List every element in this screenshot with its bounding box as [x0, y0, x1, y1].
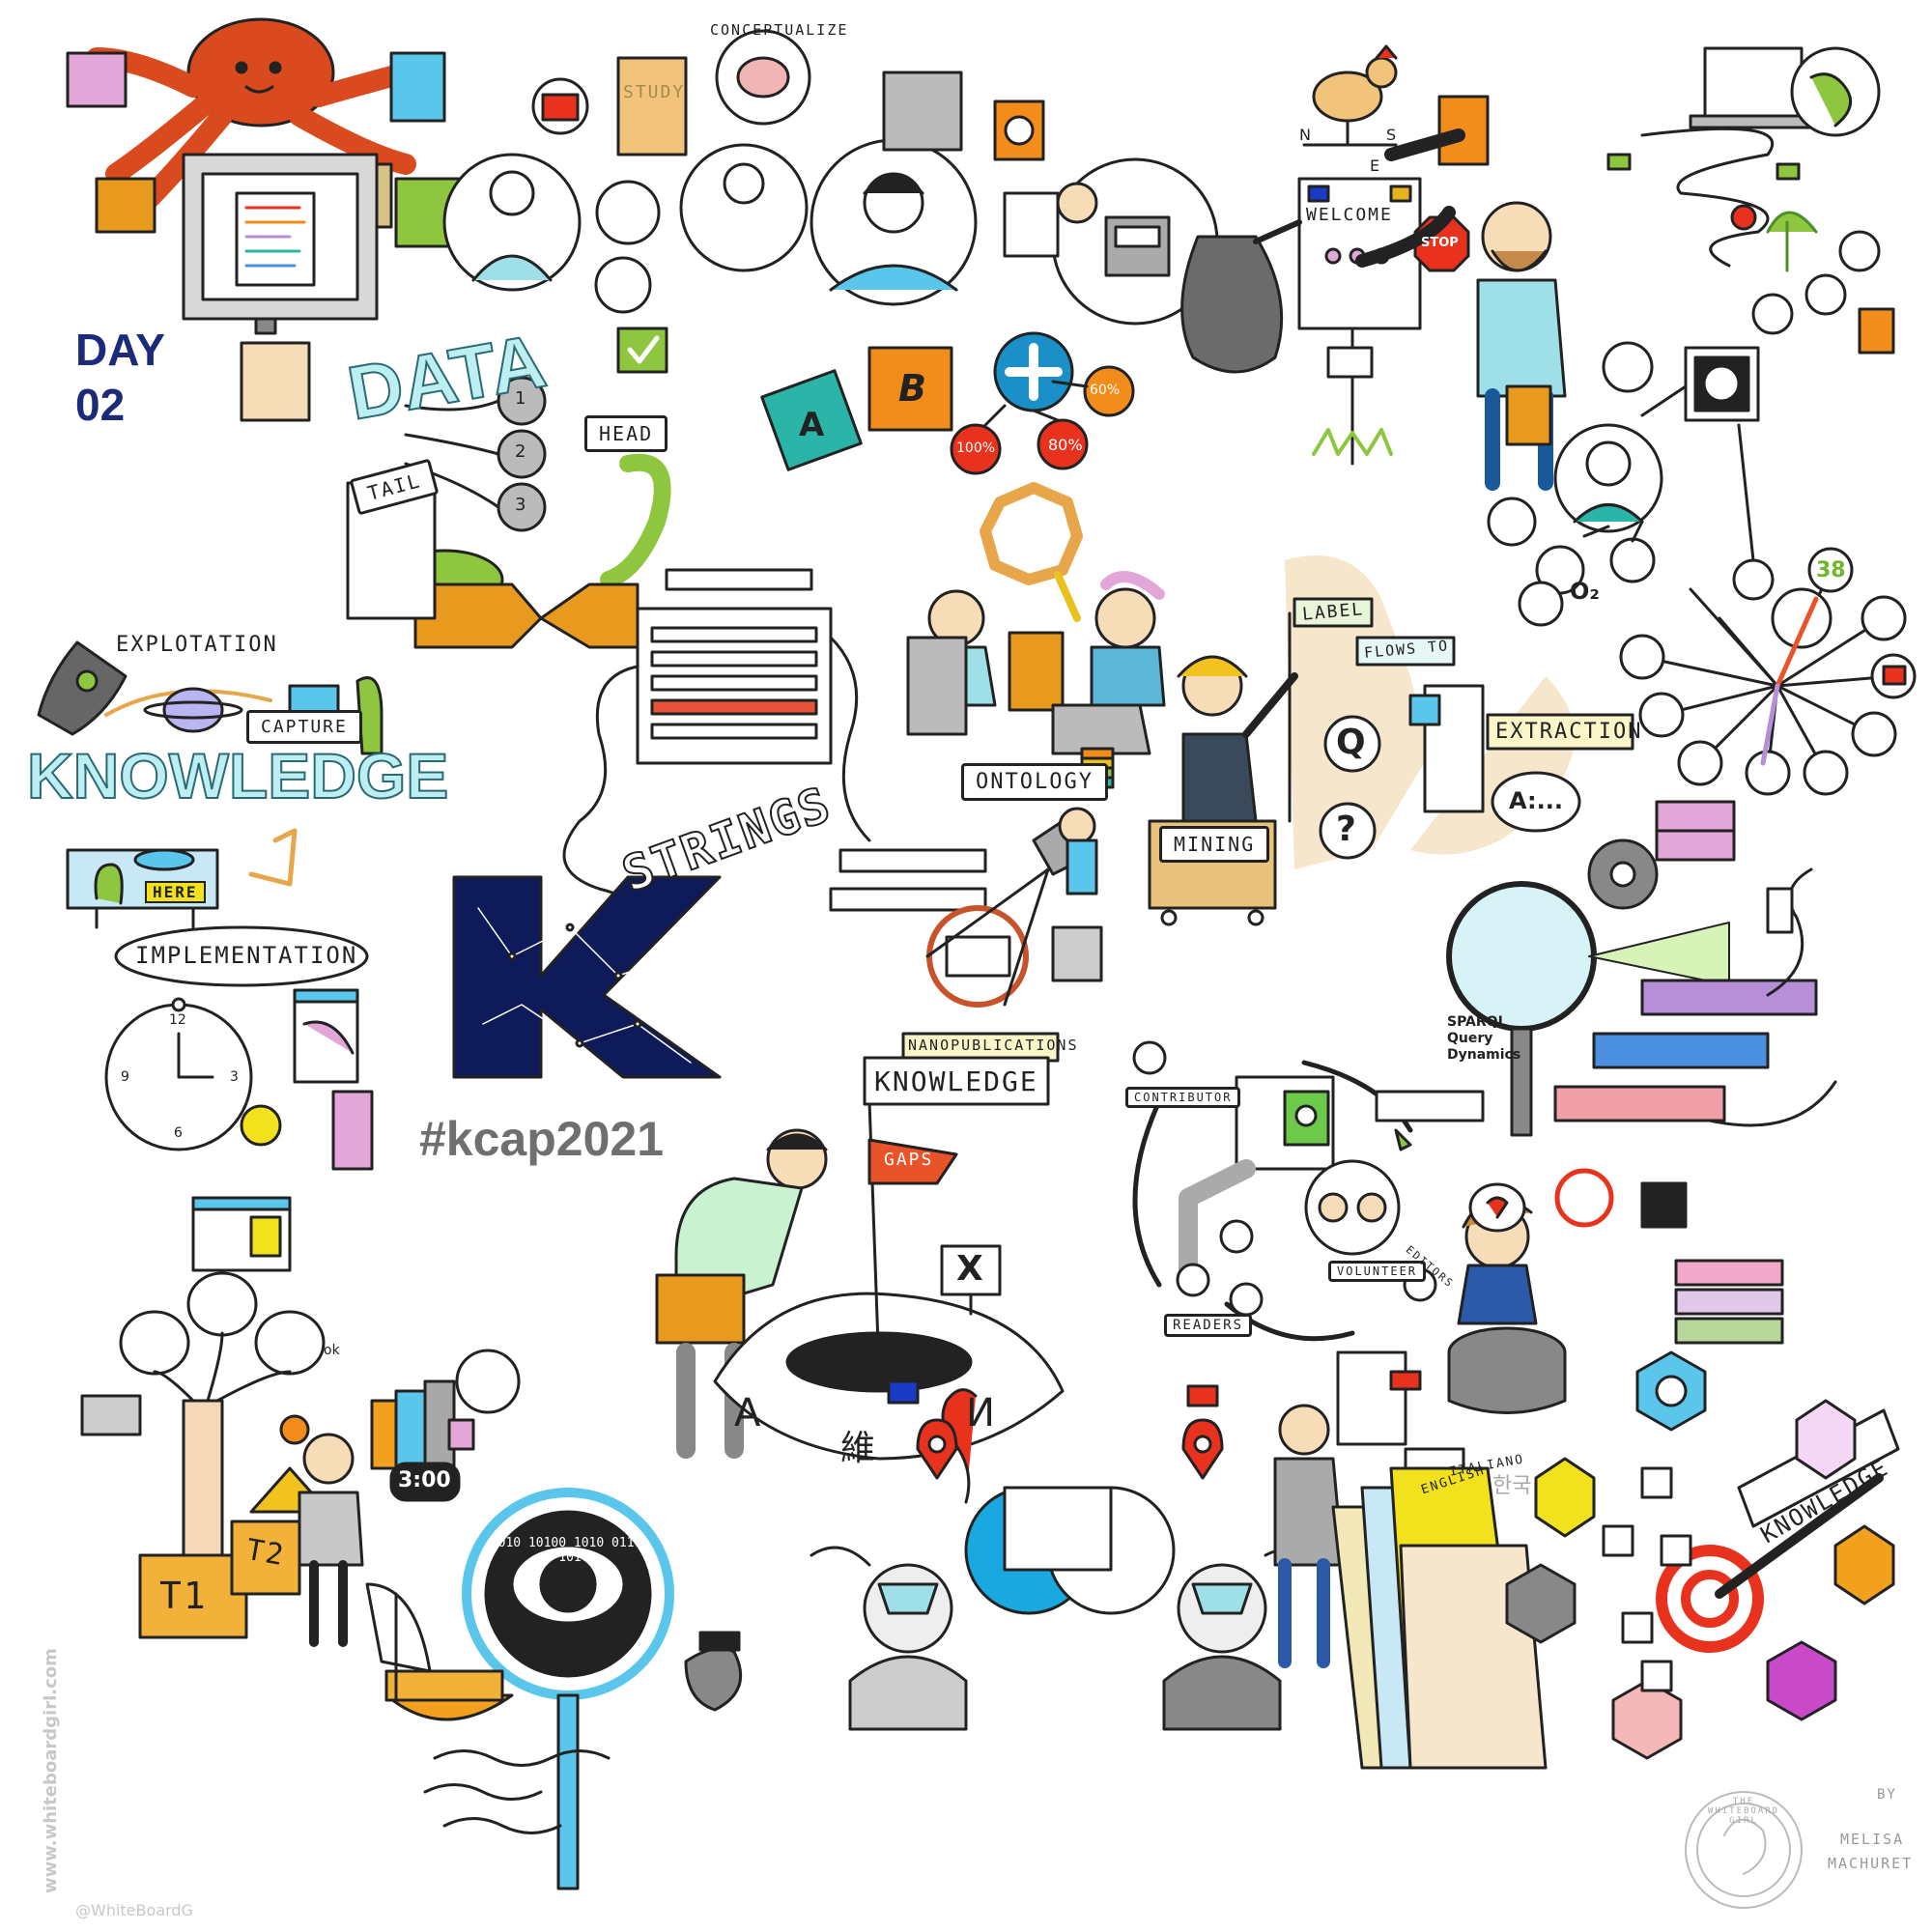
- tile-a-label: A: [799, 406, 825, 444]
- x-mark-label: X: [956, 1249, 983, 1289]
- network-icon: [1487, 230, 1895, 627]
- mining-icon: [1148, 555, 1634, 926]
- t1-label: T1: [159, 1575, 208, 1617]
- author-last-name: MACHURET: [1828, 1855, 1914, 1872]
- stop-label: STOP: [1421, 236, 1459, 250]
- readers-label: READERS: [1164, 1314, 1253, 1337]
- knowledge-gaps-icon: [655, 1056, 1065, 1461]
- robot-icon: [1003, 157, 1219, 326]
- tile-b-label: B: [898, 367, 926, 410]
- gear-3-label: 3: [515, 495, 526, 515]
- logo-text: THE WHITEBOARD GIRL: [1707, 1797, 1780, 1826]
- question-bubble: ?: [1336, 810, 1356, 849]
- conceptualize-label: CONCEPTUALIZE: [710, 21, 849, 39]
- handle-credit: @WhiteBoardG: [75, 1901, 193, 1919]
- patient-circle-icon: [810, 71, 1045, 306]
- volunteer-label: VOLUNTEER: [1328, 1261, 1427, 1282]
- extraction-label: EXTRACTION: [1495, 720, 1643, 744]
- gears-icon: [404, 376, 547, 532]
- pct-60-label: 60%: [1090, 383, 1121, 398]
- strings-document-icon: [562, 568, 987, 920]
- location-people-icon: [810, 1379, 1330, 1731]
- explotation-label: EXPLOTATION: [116, 633, 278, 657]
- rooster-icon: [1302, 44, 1398, 147]
- implementation-label: IMPLEMENTATION: [135, 942, 358, 969]
- knowledge-center-label: KNOWLEDGE: [874, 1065, 1038, 1097]
- clock-9-label: 9: [121, 1069, 129, 1085]
- knowledge-left-title: KNOWLEDGE: [26, 739, 449, 812]
- gear-2-label: 2: [515, 441, 526, 462]
- author-first-name: MELISA: [1840, 1831, 1905, 1848]
- capture-label: CAPTURE: [246, 710, 362, 744]
- growth-tree-icon: [80, 1271, 521, 1647]
- laptop-icon: [1689, 46, 1881, 137]
- magnifier-icon: [1446, 800, 1837, 1137]
- day-label: DAY: [75, 325, 165, 375]
- letter-k-icon: [452, 875, 722, 1079]
- contributor-label: CONTRIBUTOR: [1125, 1087, 1241, 1108]
- target-icon: [1505, 1399, 1900, 1760]
- pct-80-label: 80%: [1048, 436, 1083, 454]
- hashtag: #kcap2021: [419, 1112, 665, 1166]
- tornado-icon: [1606, 127, 1818, 272]
- mining-label: MINING: [1159, 826, 1270, 863]
- bearded-man-icon: [1355, 95, 1567, 491]
- whiteboard-girl-logo-icon: [1685, 1791, 1803, 1909]
- ok-label: ok: [324, 1343, 340, 1358]
- clock-12-label: 12: [169, 1012, 186, 1028]
- welcome-label: WELCOME: [1306, 205, 1393, 225]
- here-label: HERE: [145, 881, 206, 903]
- star-network-icon: [1619, 547, 1917, 796]
- medical-icons: [442, 29, 811, 374]
- korean-tab: 한국: [1492, 1474, 1532, 1498]
- language-folders-icon: [1273, 1350, 1548, 1770]
- ontology-label: ONTOLOGY: [961, 763, 1108, 801]
- puzzle-i-label: И: [966, 1391, 995, 1435]
- gear-1-label: 1: [515, 388, 526, 409]
- sparql-label: SPARQL Query Dynamics: [1447, 1014, 1521, 1063]
- o2-label: O₂: [1570, 578, 1600, 605]
- by-credit: BY: [1877, 1787, 1897, 1803]
- q-bubble: Q: [1336, 723, 1366, 762]
- telescope-icon: [901, 807, 1103, 1063]
- ontology-icon: [906, 482, 1166, 789]
- compass-e: E: [1370, 156, 1380, 175]
- compass-n: N: [1299, 126, 1311, 144]
- cook-woman-icon: [1447, 1168, 1784, 1432]
- clock-icon: [104, 988, 374, 1272]
- t2-label: T2: [243, 1532, 288, 1574]
- clock-6-label: 6: [174, 1125, 183, 1141]
- website-credit: www.whiteboardgirl.com: [41, 1648, 61, 1893]
- number-38-label: 38: [1816, 558, 1846, 582]
- monitor-icon: [182, 153, 379, 422]
- trash-bag-icon: [1180, 219, 1302, 374]
- nanopublications-label: NANOPUBLICATIONS: [908, 1037, 1079, 1054]
- binary-ring-text: 010 10100 1010 0110 101: [497, 1536, 642, 1565]
- study-label: STUDY: [623, 82, 686, 102]
- day-number: 02: [75, 380, 126, 430]
- compass-s: S: [1386, 126, 1397, 144]
- clock-3-label: 3: [230, 1069, 239, 1085]
- eye-binary-icon: [423, 1488, 674, 1890]
- head-label: HEAD: [584, 415, 668, 452]
- timer-label: 3:00: [398, 1468, 451, 1492]
- gaps-label: GAPS: [884, 1150, 934, 1170]
- ship-icon: [365, 1582, 743, 1721]
- answer-bubble: A:...: [1509, 787, 1563, 814]
- tiles-icon: [760, 331, 1135, 475]
- pct-100-label: 100%: [956, 440, 996, 456]
- puzzle-wei-label: 維: [840, 1429, 876, 1468]
- puzzle-a-label: A: [734, 1391, 761, 1435]
